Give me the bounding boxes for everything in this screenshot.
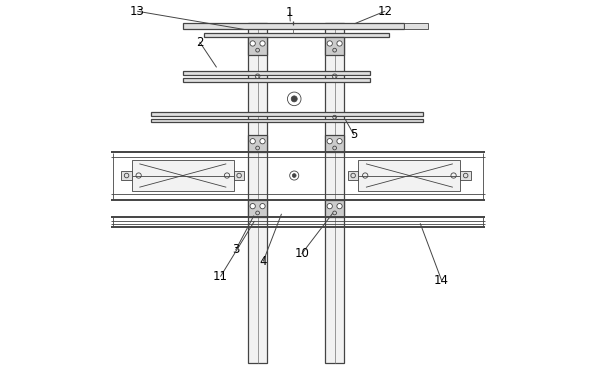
Text: 3: 3 — [232, 243, 240, 257]
Text: 10: 10 — [294, 247, 309, 260]
Bar — [183, 70, 370, 75]
Bar — [151, 119, 423, 122]
Circle shape — [292, 174, 296, 177]
Text: 11: 11 — [213, 270, 228, 283]
Text: 14: 14 — [434, 274, 449, 287]
Circle shape — [337, 139, 342, 144]
Bar — [248, 200, 267, 217]
Text: 1: 1 — [286, 6, 293, 19]
Circle shape — [250, 139, 255, 144]
Text: 4: 4 — [259, 255, 267, 268]
Circle shape — [260, 204, 265, 209]
Bar — [132, 160, 234, 191]
Bar — [234, 171, 244, 180]
Text: 13: 13 — [130, 5, 145, 18]
Circle shape — [250, 41, 255, 46]
Bar — [325, 135, 344, 152]
Text: 2: 2 — [196, 36, 204, 49]
Bar — [358, 160, 460, 191]
Circle shape — [337, 204, 342, 209]
Circle shape — [250, 204, 255, 209]
Bar — [248, 135, 267, 152]
Circle shape — [337, 41, 342, 46]
Circle shape — [327, 204, 333, 209]
Bar — [460, 171, 471, 180]
Bar — [183, 78, 370, 82]
Bar — [325, 200, 344, 217]
Circle shape — [291, 96, 297, 102]
Text: 5: 5 — [350, 128, 358, 141]
Bar — [151, 112, 423, 116]
Circle shape — [260, 139, 265, 144]
Bar — [183, 23, 403, 29]
Bar — [121, 171, 132, 180]
Bar — [325, 23, 344, 363]
Circle shape — [260, 41, 265, 46]
Bar — [204, 33, 389, 36]
Circle shape — [327, 41, 333, 46]
Bar — [348, 171, 358, 180]
Circle shape — [327, 139, 333, 144]
Text: 12: 12 — [377, 5, 392, 18]
Bar — [248, 23, 267, 363]
Bar — [403, 23, 429, 29]
Bar — [248, 36, 267, 55]
Bar — [325, 36, 344, 55]
